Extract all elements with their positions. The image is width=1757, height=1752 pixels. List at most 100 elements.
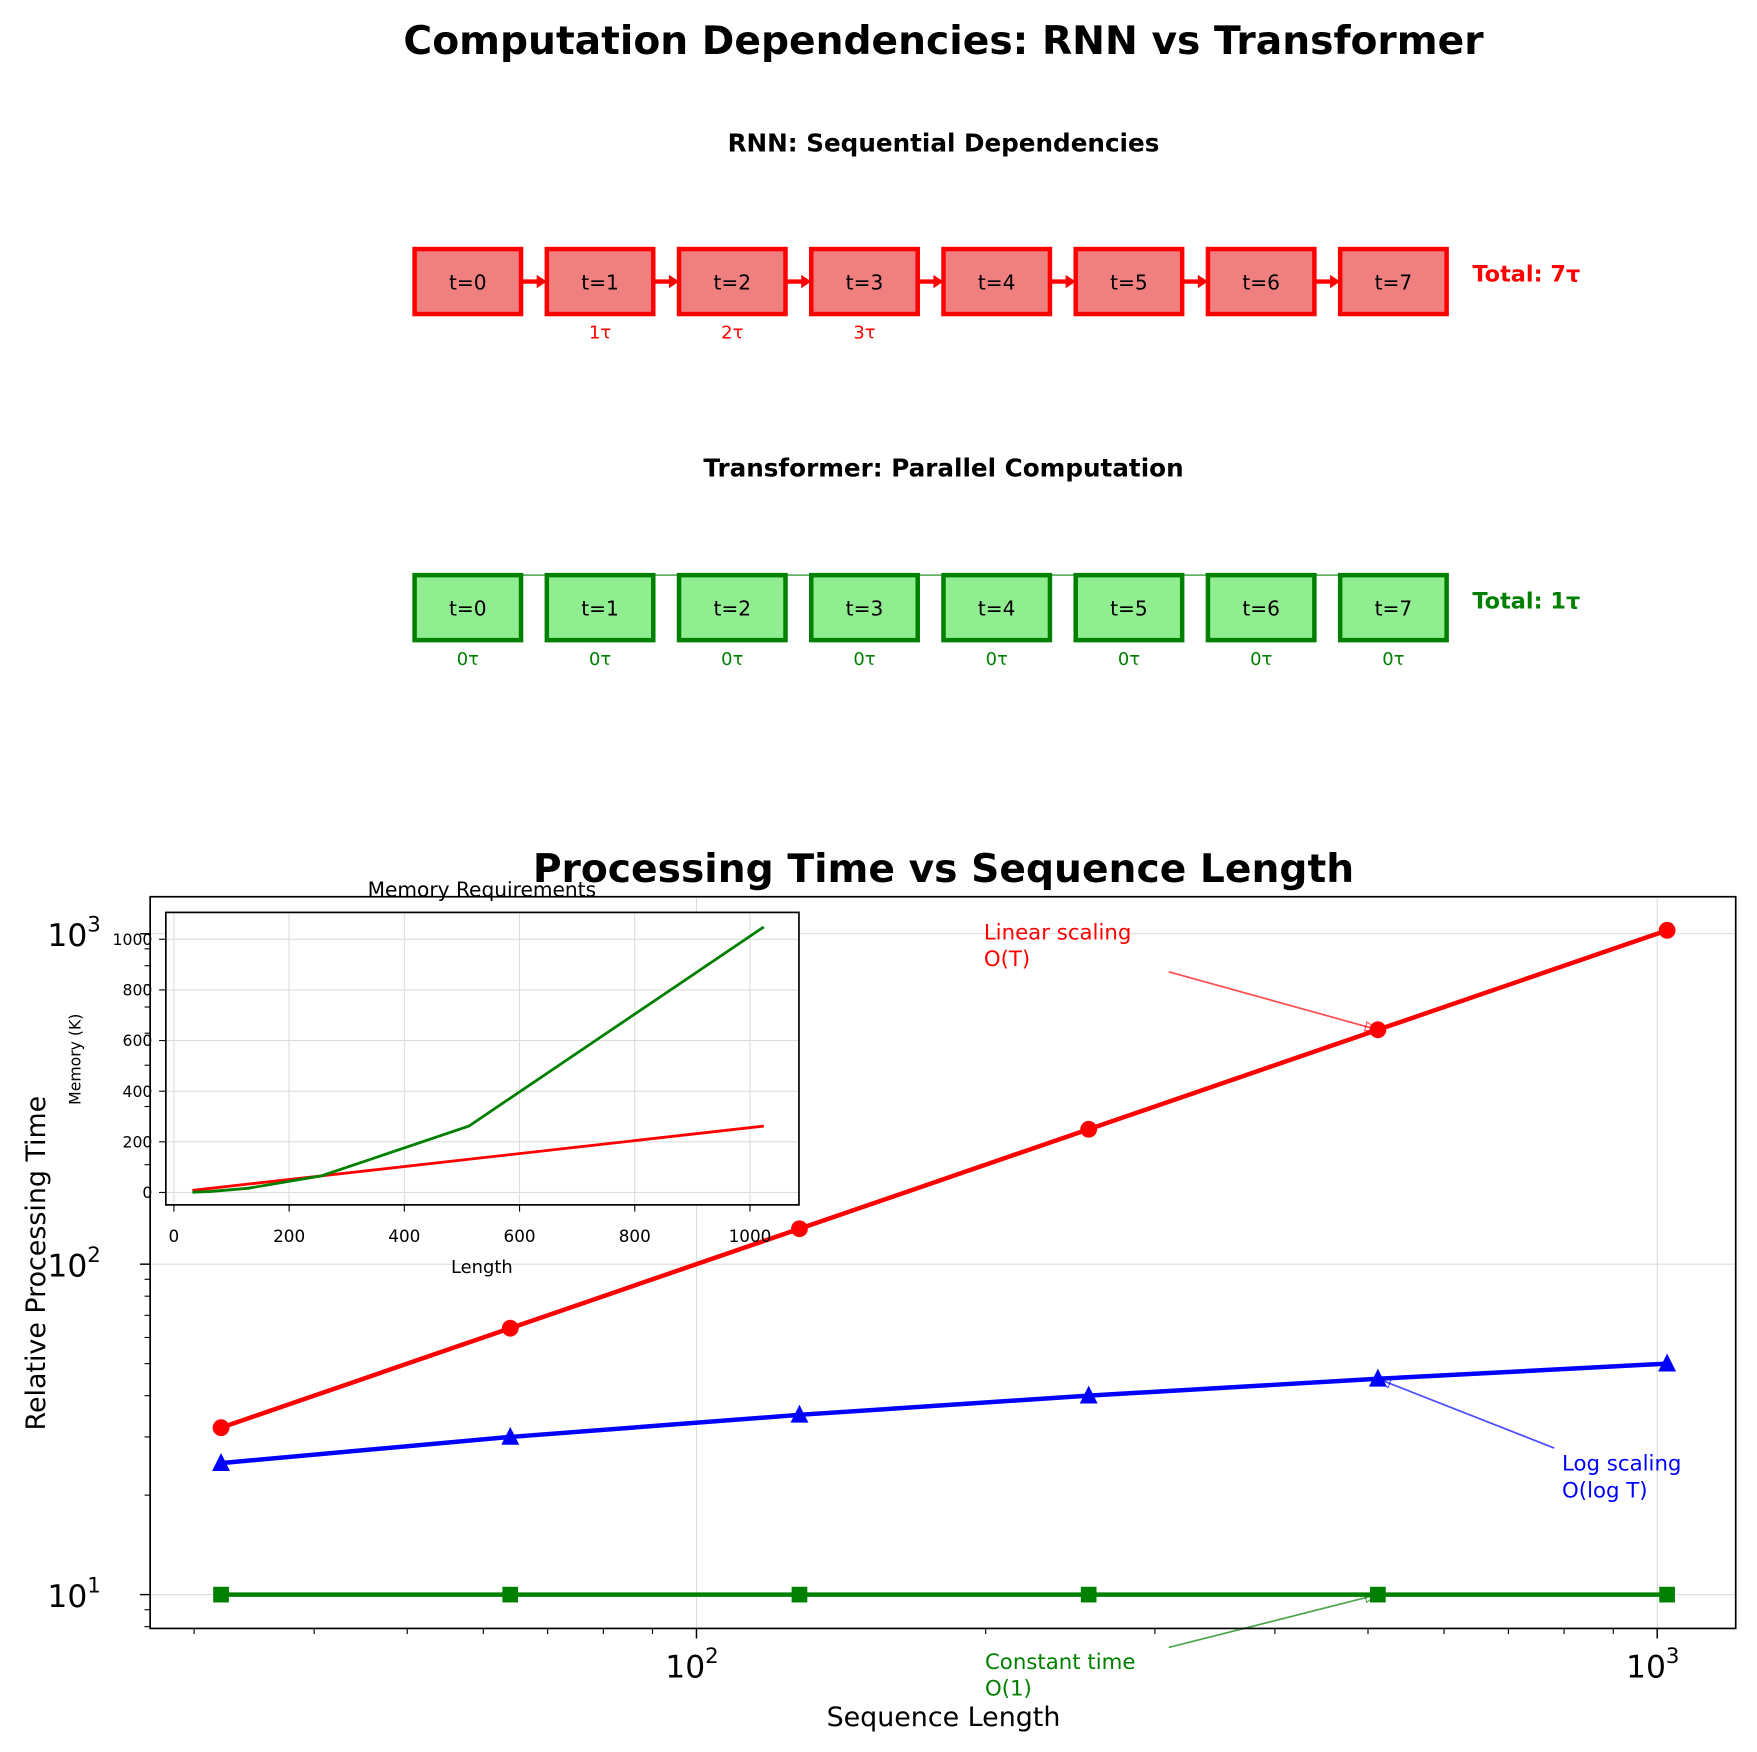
delay-label: 0τ [853,649,875,670]
inset-y-tick-label: 0 [142,1183,152,1202]
arrowhead-icon [801,274,812,289]
inset-y-label: Memory (K) [66,1014,85,1105]
inset-axes-frame [164,911,800,1206]
inset-x-tick-label: 400 [388,1226,420,1246]
inset-chart: 0 200 400 600 800 1000 0 200 400 600 800 1000 [113,911,800,1246]
delay-label: 0τ [589,649,611,670]
timestep-label: t=1 [581,596,619,620]
timestep-box [412,572,524,643]
timestep-label: t=1 [581,270,619,294]
y-tick-label: 101 [47,1573,100,1615]
timestep-label: t=3 [846,270,884,294]
data-point [791,1586,808,1603]
inset-x-tick-label: 0 [169,1226,180,1246]
delay-label: 2τ [721,323,743,344]
timestep-box [941,572,1053,643]
data-point [212,1419,230,1437]
annotation-arrow [1168,1593,1379,1649]
delay-label: 0τ [1382,649,1404,670]
figure-title: Computation Dependencies: RNN vs Transfo… [403,19,1484,64]
y-tick-exponent: 3 [87,912,101,937]
timestep-box [1337,572,1449,643]
x-tick-label: 103 [1626,1644,1679,1686]
data-point [1080,1120,1098,1138]
delay-label: 3τ [853,323,875,344]
data-point [791,1220,808,1238]
rnn-total: Total: 7τ [1472,262,1580,288]
annotation-label: Log scaling [1562,1451,1681,1476]
timestep-box [676,572,788,643]
arrowhead-icon [1197,274,1208,289]
arrowhead-icon [1330,274,1341,289]
inset-y-tick-label: 1000 [113,930,153,949]
x-tick-exponent: 3 [1666,1644,1680,1669]
timestep-label: t=0 [449,596,487,620]
data-point [501,1319,519,1337]
inset-title: Memory Requirements [368,878,597,902]
series-line-log [220,1361,1668,1466]
annotation-arrowhead-icon [1376,1378,1393,1389]
annotation-arrowhead-icon [1363,1021,1380,1032]
delay-label: 0τ [457,649,479,670]
transformer-total: Total: 1τ [1472,589,1580,615]
y-tick-label: 103 [47,912,100,954]
delay-label: 0τ [1250,649,1272,670]
timestep-label: t=6 [1242,596,1280,620]
timestep-box [1205,572,1317,643]
inset-y-tick-label: 800 [122,981,152,1000]
transformer-title: Transformer: Parallel Computation [703,454,1183,483]
timestep-box [544,572,656,643]
timestep-box [1073,246,1185,317]
annotation-arrow [1377,1377,1555,1449]
inset-x-tick-label: 200 [273,1226,305,1246]
inset-y-tick-label: 600 [122,1031,152,1050]
x-tick-exponent: 2 [705,1644,719,1669]
timestep-box [1337,246,1449,317]
timestep-label: t=3 [846,596,884,620]
main-y-label: Relative Processing Time [21,1096,52,1431]
inset-series-line [192,1124,764,1192]
annotation-label: O(log T) [1562,1478,1648,1503]
data-point [1080,1586,1097,1603]
rnn-diagram: t=0 t=1 1τ t=2 2τ t=3 3τ t=4 t=5 t=6 t=7 [412,246,1449,344]
timestep-label: t=5 [1110,596,1148,620]
timestep-label: t=0 [449,270,487,294]
y-tick-exponent: 2 [87,1243,101,1268]
data-point [1659,1586,1675,1603]
annotation-arrowhead-icon [1363,1592,1380,1604]
arrowhead-icon [933,274,944,289]
data-point [212,1453,231,1471]
data-point [1079,1385,1098,1404]
inset-x-tick-label: 1000 [729,1226,772,1246]
arrowhead-icon [1065,274,1076,289]
data-point [213,1586,229,1603]
inset-x-label: Length [451,1257,513,1278]
data-point [1658,921,1676,939]
data-point [501,1426,520,1445]
timestep-label: t=4 [978,596,1016,620]
timestep-box [412,246,524,317]
arrowhead-icon [668,274,680,289]
timestep-box [1205,246,1317,317]
data-point [502,1586,519,1603]
timestep-label: t=7 [1375,596,1413,620]
data-point [790,1404,809,1423]
timestep-label: t=2 [713,270,751,294]
data-point [1658,1353,1677,1372]
annotation-label: Constant time [985,1650,1136,1675]
delay-label: 1τ [589,323,611,344]
delay-label: 0τ [721,649,743,670]
timestep-box [809,246,920,317]
annotation-label: O(T) [984,947,1030,972]
transformer-diagram: t=0 0τ t=1 0τ t=2 0τ t=3 0τ t=4 0τ t=5 0τ t=6 0τ t=7 0τ [412,572,1449,670]
rnn-title: RNN: Sequential Dependencies [728,129,1160,158]
inset-x-tick-label: 600 [504,1226,536,1246]
timestep-label: t=7 [1375,270,1413,294]
series-line-rnn [220,928,1668,1430]
inset-background [165,912,799,1205]
annotation-arrow [1168,970,1379,1031]
y-tick-exponent: 1 [87,1573,101,1598]
inset-y-tick-label: 400 [122,1082,152,1101]
